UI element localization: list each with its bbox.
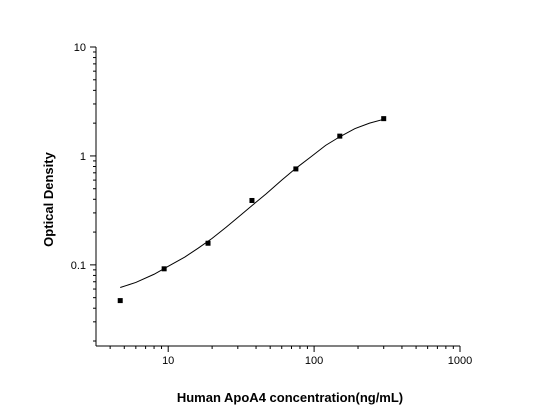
- data-point: [381, 116, 387, 122]
- data-point: [205, 240, 211, 246]
- x-axis-title: Human ApoA4 concentration(ng/mL): [177, 390, 403, 405]
- data-point: [337, 133, 343, 139]
- data-point: [293, 166, 299, 172]
- x-tick-label: 1000: [448, 355, 472, 367]
- data-point: [249, 197, 255, 203]
- fit-curve: [120, 118, 384, 288]
- x-tick-label: 10: [162, 355, 174, 367]
- x-ticks: 10 100 1000: [109, 346, 472, 367]
- y-tick-label: 10: [74, 42, 86, 54]
- y-axis-title: Optical Density: [41, 151, 56, 246]
- data-point: [161, 266, 167, 272]
- y-tick-label: 1: [80, 151, 86, 163]
- axes: [95, 47, 460, 347]
- data-point: [117, 298, 123, 304]
- y-ticks: 0.1 1 10: [71, 42, 96, 342]
- y-tick-label: 0.1: [71, 260, 86, 272]
- data-points: [117, 116, 387, 304]
- x-tick-label: 100: [305, 355, 323, 367]
